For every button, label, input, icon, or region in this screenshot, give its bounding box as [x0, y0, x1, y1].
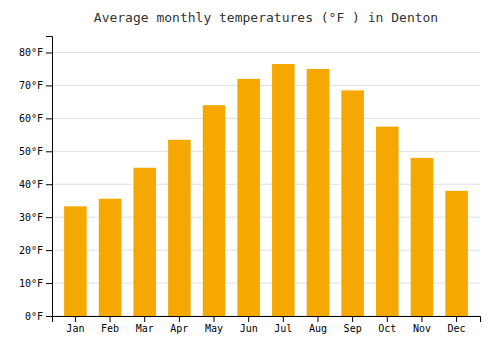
bar [133, 168, 156, 316]
y-tick: 10°F [19, 278, 52, 289]
x-tick-label: Mar [136, 323, 154, 334]
x-tick-mark [317, 316, 318, 322]
x-tick: Jan [66, 316, 84, 334]
plot: Jan Feb Mar Apr May Jun Jul Aug Sep Oct Nov Dec 0°F 1… [19, 37, 481, 335]
chart: Jan Feb Mar Apr May Jun Jul Aug Sep Oct Nov Dec 0°F 1… [0, 0, 500, 350]
y-axis-line [46, 37, 53, 317]
y-tick: 50°F [19, 146, 52, 157]
title: Average monthly temperatures (°F ) in De… [94, 10, 438, 25]
x-tick-mark [456, 316, 457, 322]
x-tick-label: May [205, 323, 223, 334]
x-tick-mark [75, 316, 76, 322]
y-tick-label: 20°F [19, 245, 43, 256]
x-tick-label: Jan [66, 323, 84, 334]
x-tick-mark [179, 316, 180, 322]
x-tick-mark [421, 316, 422, 322]
y-tick: 0°F [25, 311, 52, 322]
y-tick-label: 0°F [25, 311, 43, 322]
y-tick: 30°F [19, 212, 52, 223]
x-tick-label: Oct [378, 323, 396, 334]
y-tick-mark [46, 184, 52, 185]
bar [168, 140, 191, 316]
bar [376, 127, 399, 316]
y-tick-label: 70°F [19, 80, 43, 91]
y-tick-label: 10°F [19, 278, 43, 289]
bar [272, 64, 295, 316]
x-tick: Aug [309, 316, 327, 334]
x-tick: Oct [378, 316, 396, 334]
x-tick: Mar [136, 316, 154, 334]
x-tick: Jul [274, 316, 292, 334]
grid-line [52, 52, 480, 53]
x-tick-label: Aug [309, 323, 327, 334]
x-axis-line [53, 317, 481, 323]
bar [99, 199, 122, 316]
x-tick-label: Feb [101, 323, 119, 334]
y-tick-label: 40°F [19, 179, 43, 190]
bar [64, 206, 87, 316]
y-tick-label: 80°F [19, 47, 43, 58]
bar [203, 105, 226, 316]
x-tick: Sep [344, 316, 362, 334]
x-tick-mark [387, 316, 388, 322]
x-tick-mark [283, 316, 284, 322]
grid [52, 52, 480, 316]
x-tick: Feb [101, 316, 119, 334]
x-tick: Nov [413, 316, 431, 334]
y-tick: 80°F [19, 47, 52, 58]
y-tick-label: 30°F [19, 212, 43, 223]
x-tick-mark [110, 316, 111, 322]
x-tick-mark [352, 316, 353, 322]
x-tick-label: Nov [413, 323, 431, 334]
bar [445, 191, 468, 316]
x-tick-mark [144, 316, 145, 322]
x-tick-label: Dec [448, 323, 466, 334]
x-tick: Apr [170, 316, 188, 334]
x-tick: Dec [448, 316, 466, 334]
y-tick: 20°F [19, 245, 52, 256]
x-tick-label: Sep [344, 323, 362, 334]
y-tick-mark [46, 283, 52, 284]
bar [237, 79, 260, 316]
x-tick-mark [214, 316, 215, 322]
x-tick-label: Jul [274, 323, 292, 334]
x-tick: May [205, 316, 223, 334]
y-tick: 40°F [19, 179, 52, 190]
y-tick-label: 60°F [19, 113, 43, 124]
bar [307, 69, 330, 316]
x-tick-label: Jun [240, 323, 258, 334]
y-tick-mark [46, 316, 52, 317]
y-tick: 60°F [19, 113, 52, 124]
y-tick-mark [46, 52, 52, 53]
y-tick-mark [46, 85, 52, 86]
bar [341, 90, 364, 316]
grid-line [52, 118, 480, 119]
y-tick-mark [46, 118, 52, 119]
grid-line [52, 151, 480, 152]
y-tick-label: 50°F [19, 146, 43, 157]
y-tick-mark [46, 151, 52, 152]
y-axis: 0°F 10°F 20°F 30°F 40°F 50°F 60°F 70°F 80°F [19, 37, 53, 322]
x-tick: Jun [240, 316, 258, 334]
y-tick-mark [46, 250, 52, 251]
y-tick: 70°F [19, 80, 52, 91]
x-tick-mark [248, 316, 249, 322]
bar [411, 158, 434, 316]
grid-line [52, 85, 480, 86]
y-tick-mark [46, 217, 52, 218]
x-axis: Jan Feb Mar Apr May Jun Jul Aug Sep Oct Nov Dec [53, 316, 481, 334]
bars [64, 64, 468, 316]
x-tick-label: Apr [170, 323, 188, 334]
